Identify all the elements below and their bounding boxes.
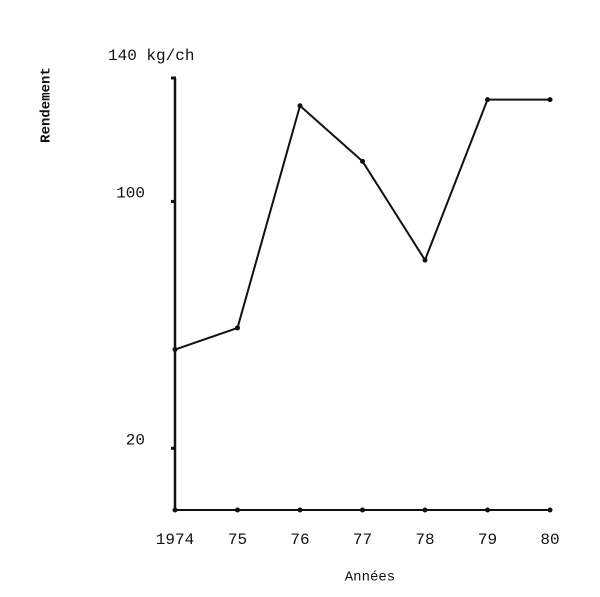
data-point xyxy=(547,97,553,103)
x-tick xyxy=(297,507,303,513)
data-point xyxy=(360,158,365,164)
data-point xyxy=(235,325,240,331)
data-line xyxy=(174,98,550,351)
x-tick-label: 1974 xyxy=(156,531,194,549)
data-point xyxy=(422,257,428,263)
y-axis-label: Rendement xyxy=(39,67,55,143)
y-tick-label: 100 xyxy=(116,185,145,203)
x-tick xyxy=(172,507,178,513)
data-point xyxy=(297,103,303,109)
data-point xyxy=(172,347,178,353)
x-tick xyxy=(485,507,490,513)
x-tick-label: 77 xyxy=(353,531,372,549)
x-tick xyxy=(547,507,553,513)
x-axis-label: Années xyxy=(345,570,395,586)
x-tick xyxy=(422,507,428,513)
y-tick-label: 140 kg/ch xyxy=(108,47,194,65)
x-tick-label: 75 xyxy=(228,531,247,549)
x-tick-label: 80 xyxy=(540,531,559,549)
x-tick xyxy=(235,507,240,513)
y-tick-label: 20 xyxy=(126,432,145,450)
x-tick xyxy=(360,507,365,513)
x-tick-label: 76 xyxy=(290,531,309,549)
x-tick-label: 78 xyxy=(415,531,434,549)
x-tick-label: 79 xyxy=(478,531,497,549)
data-point xyxy=(485,97,490,103)
